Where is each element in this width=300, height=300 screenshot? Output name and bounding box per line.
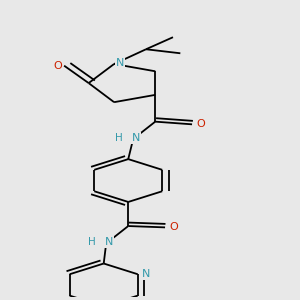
Text: O: O — [54, 61, 63, 71]
Text: H: H — [88, 237, 95, 247]
Text: H: H — [115, 133, 122, 143]
Text: O: O — [196, 119, 205, 129]
Text: N: N — [116, 58, 124, 68]
Text: O: O — [169, 222, 178, 233]
Text: N: N — [104, 237, 113, 247]
Text: N: N — [131, 133, 140, 143]
Text: N: N — [142, 269, 151, 279]
